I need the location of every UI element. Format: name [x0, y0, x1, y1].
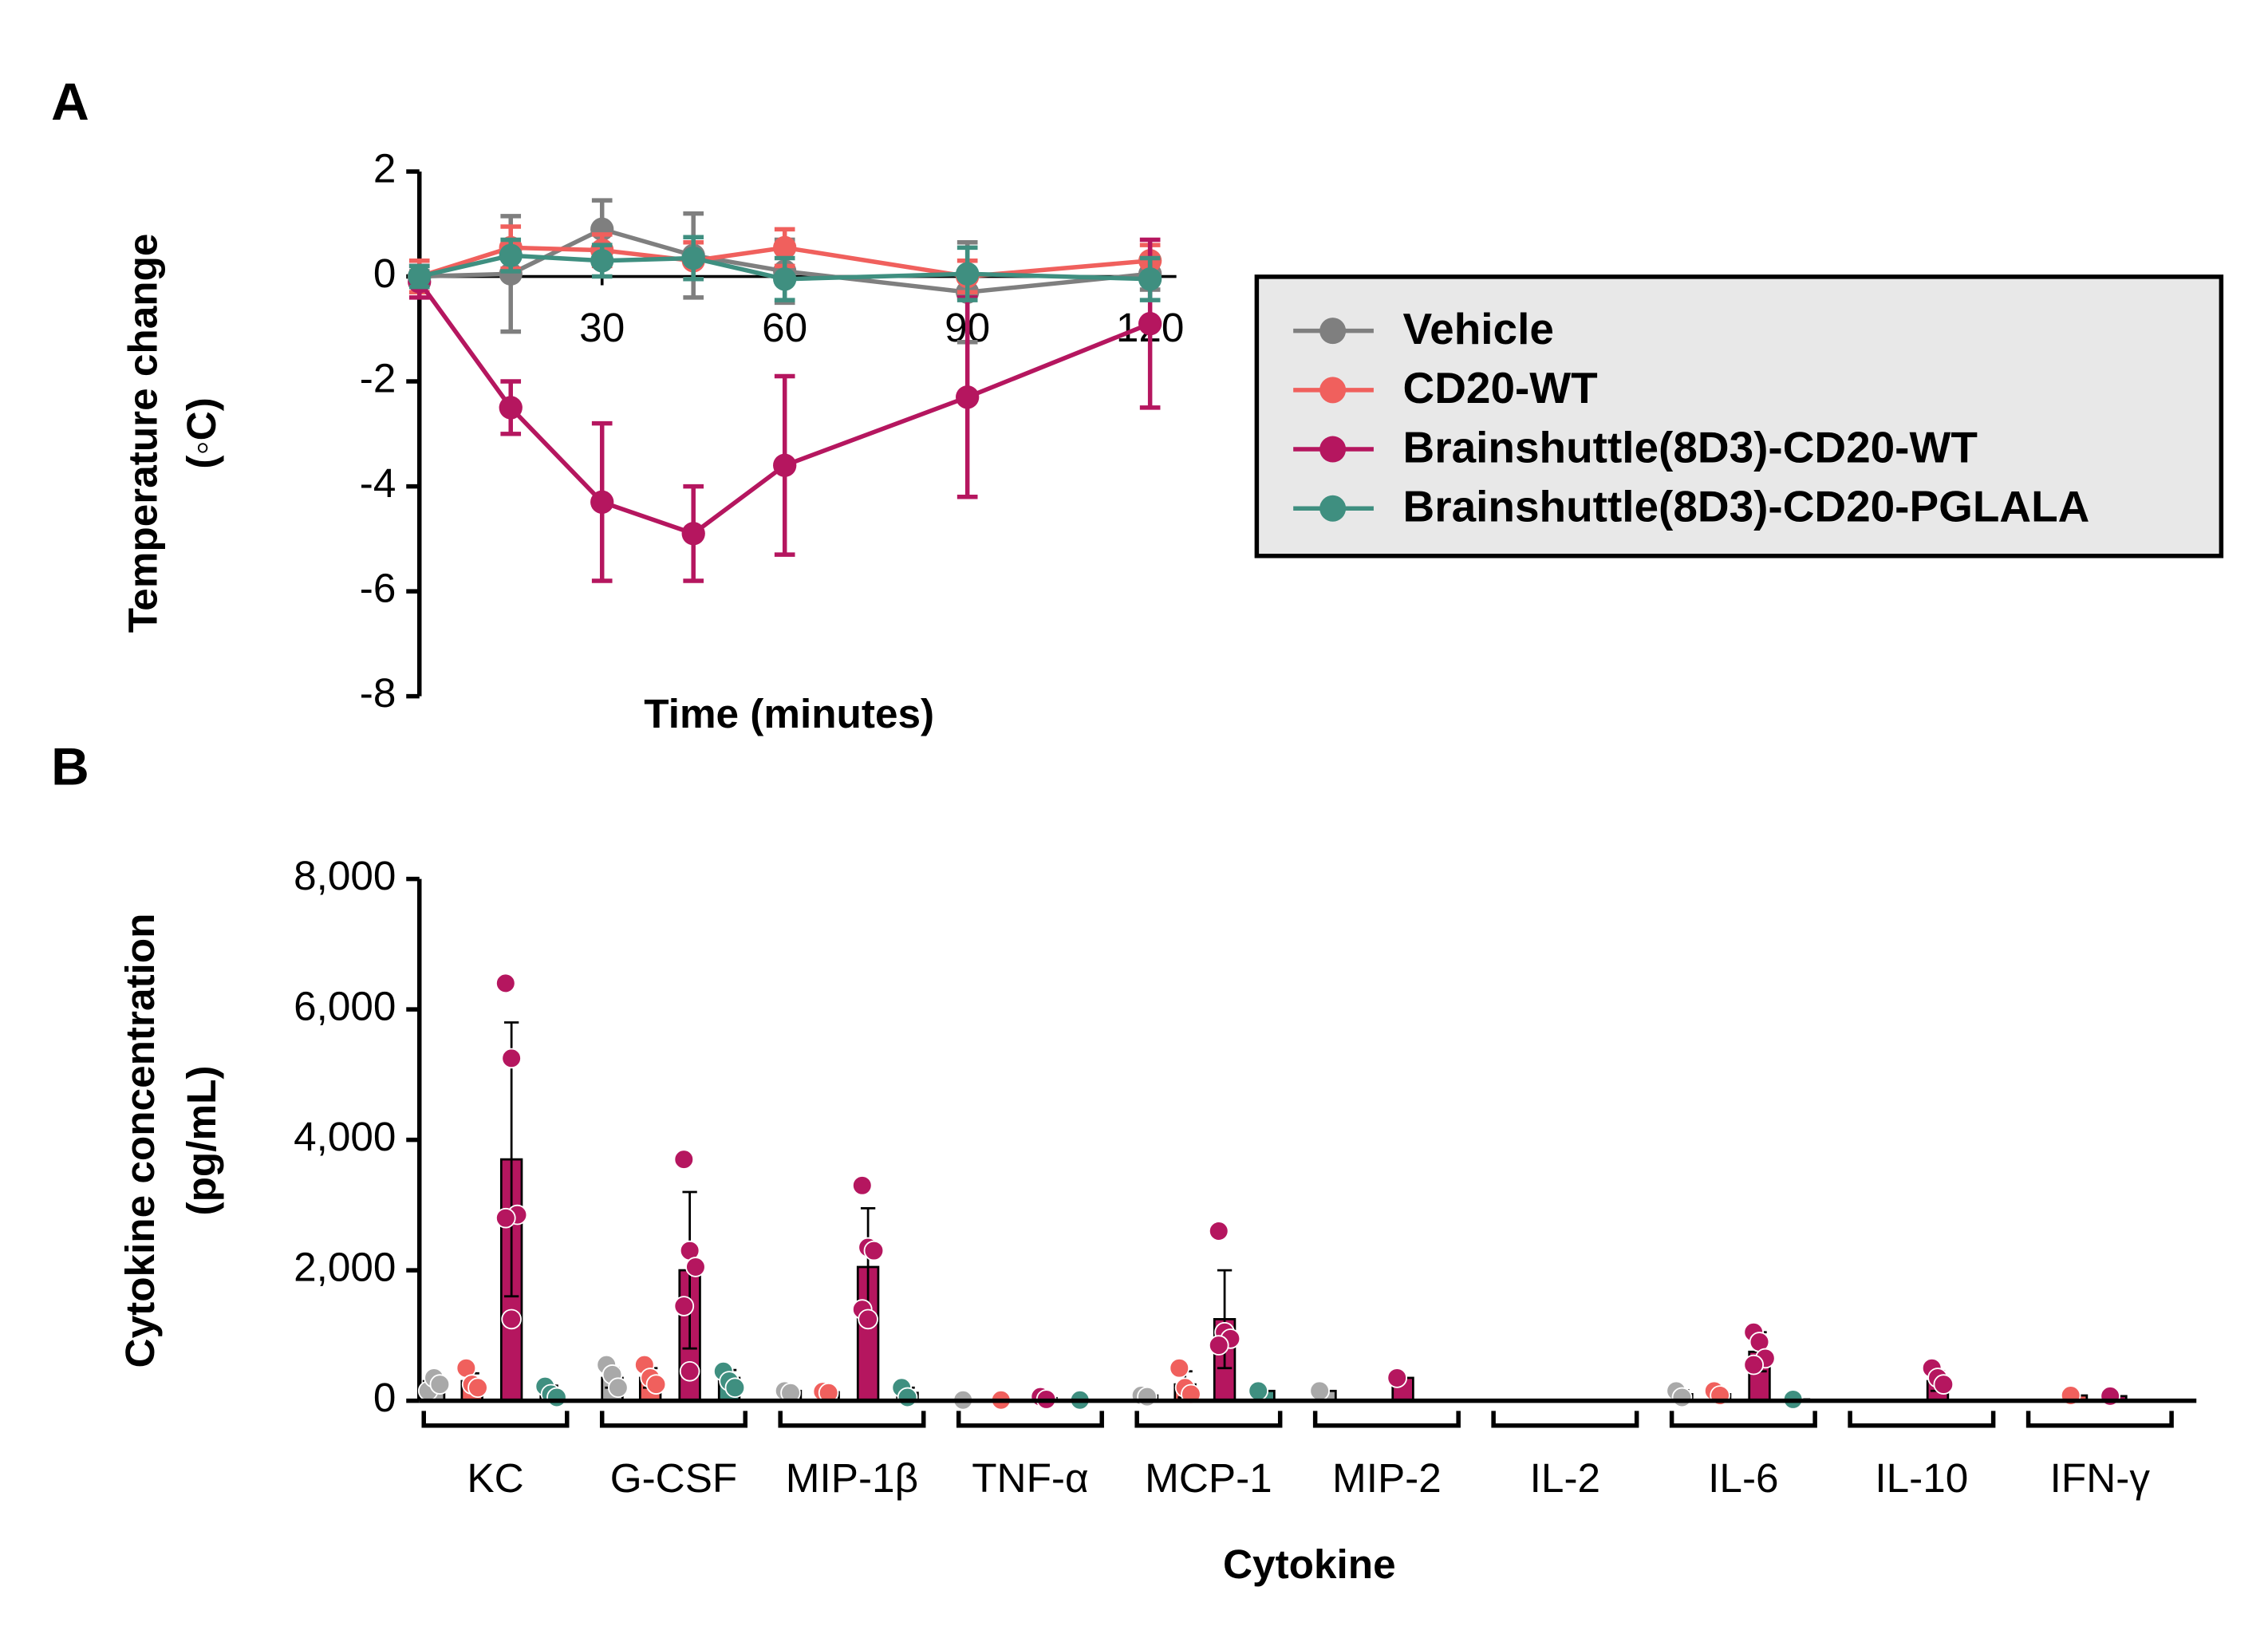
- data-point: [897, 1387, 918, 1408]
- x-tick-label: IFN-γ: [2050, 1455, 2151, 1501]
- group-bracket: [1134, 1411, 1283, 1428]
- data-point: [546, 1387, 567, 1408]
- panel-label: B: [51, 736, 89, 795]
- group-bracket: [1669, 1411, 1817, 1428]
- legend-marker: [1319, 495, 1347, 522]
- x-tick-label: IL-10: [1875, 1455, 1968, 1501]
- marker: [773, 235, 797, 260]
- marker: [681, 522, 705, 546]
- x-tick-label: MIP-1β: [786, 1455, 918, 1501]
- marker: [681, 246, 705, 270]
- marker: [590, 490, 614, 514]
- marker: [1138, 267, 1162, 291]
- data-point: [495, 1207, 516, 1229]
- x-axis-label: Cytokine: [1223, 1541, 1396, 1587]
- marker: [499, 243, 523, 267]
- data-point: [645, 1374, 667, 1395]
- x-tick-label: 30: [579, 305, 625, 350]
- data-point: [1208, 1221, 1229, 1241]
- y-tick-label: 4,000: [294, 1114, 396, 1159]
- y-axis-label: (◦C): [179, 397, 224, 468]
- data-point: [1208, 1335, 1229, 1356]
- data-point: [679, 1360, 700, 1382]
- data-point: [1137, 1386, 1158, 1407]
- data-point: [1309, 1380, 1330, 1402]
- marker: [590, 249, 614, 273]
- data-point: [673, 1296, 695, 1316]
- data-point: [467, 1377, 488, 1399]
- legend-marker: [1319, 377, 1347, 404]
- group-bracket: [2025, 1411, 2174, 1428]
- data-point: [1248, 1380, 1269, 1402]
- x-tick-label: IL-6: [1708, 1455, 1778, 1501]
- y-tick-label: 0: [373, 1375, 396, 1420]
- group-bracket: [778, 1411, 926, 1428]
- data-point: [1743, 1354, 1765, 1376]
- group-bracket: [1491, 1411, 1639, 1428]
- y-tick-label: 2: [373, 146, 396, 191]
- y-tick-label: -8: [360, 670, 396, 716]
- group-bracket: [956, 1411, 1104, 1428]
- x-tick-label: G-CSF: [610, 1455, 738, 1501]
- x-tick-label: TNF-α: [972, 1455, 1088, 1501]
- y-axis-label: Cytokine concentration: [117, 914, 163, 1368]
- legend-label: Brainshuttle(8D3)-CD20-PGLALA: [1403, 482, 2090, 531]
- x-tick-label: KC: [467, 1455, 523, 1501]
- group-bracket: [1848, 1411, 1996, 1428]
- x-tick-label: MIP-2: [1332, 1455, 1442, 1501]
- legend-label: CD20-WT: [1403, 363, 1598, 412]
- y-tick-label: 0: [373, 251, 396, 296]
- x-axis-label: Time (minutes): [644, 691, 934, 736]
- y-tick-label: 8,000: [294, 853, 396, 898]
- data-point: [863, 1240, 885, 1261]
- marker: [1138, 312, 1162, 336]
- y-tick-label: -4: [360, 460, 396, 506]
- data-point: [501, 1048, 522, 1069]
- legend-marker: [1319, 318, 1347, 345]
- data-point: [429, 1374, 451, 1395]
- data-point: [495, 973, 516, 994]
- group-bracket: [421, 1411, 570, 1428]
- data-point: [1933, 1374, 1954, 1395]
- data-point: [858, 1308, 878, 1330]
- y-tick-label: -2: [360, 356, 396, 401]
- y-tick-label: -6: [360, 566, 396, 611]
- marker: [956, 385, 980, 409]
- legend-label: Brainshuttle(8D3)-CD20-WT: [1403, 422, 1978, 472]
- y-axis-label: (pg/mL): [179, 1066, 224, 1216]
- legend-box: [1254, 274, 2224, 558]
- marker: [408, 264, 432, 289]
- group-bracket: [599, 1411, 747, 1428]
- y-axis-label: Temperature change: [120, 234, 166, 633]
- data-point: [673, 1149, 695, 1170]
- y-tick-label: 6,000: [294, 984, 396, 1029]
- x-tick-label: MCP-1: [1145, 1455, 1272, 1501]
- y-tick-label: 2,000: [294, 1245, 396, 1290]
- x-tick-label: 60: [762, 305, 807, 350]
- data-point: [501, 1308, 522, 1330]
- legend-marker: [1319, 436, 1347, 463]
- data-point: [1169, 1357, 1190, 1379]
- data-point: [1386, 1368, 1408, 1388]
- data-point: [1671, 1387, 1693, 1408]
- marker: [499, 396, 523, 420]
- marker: [773, 267, 797, 291]
- panel-label: A: [51, 72, 89, 131]
- legend-label: Vehicle: [1403, 304, 1554, 353]
- data-point: [851, 1174, 873, 1196]
- data-point: [608, 1377, 629, 1399]
- marker: [773, 453, 797, 477]
- data-point: [724, 1377, 746, 1399]
- data-point: [685, 1257, 706, 1277]
- marker: [956, 262, 980, 286]
- x-tick-label: IL-2: [1530, 1455, 1600, 1501]
- group-bracket: [1312, 1411, 1461, 1428]
